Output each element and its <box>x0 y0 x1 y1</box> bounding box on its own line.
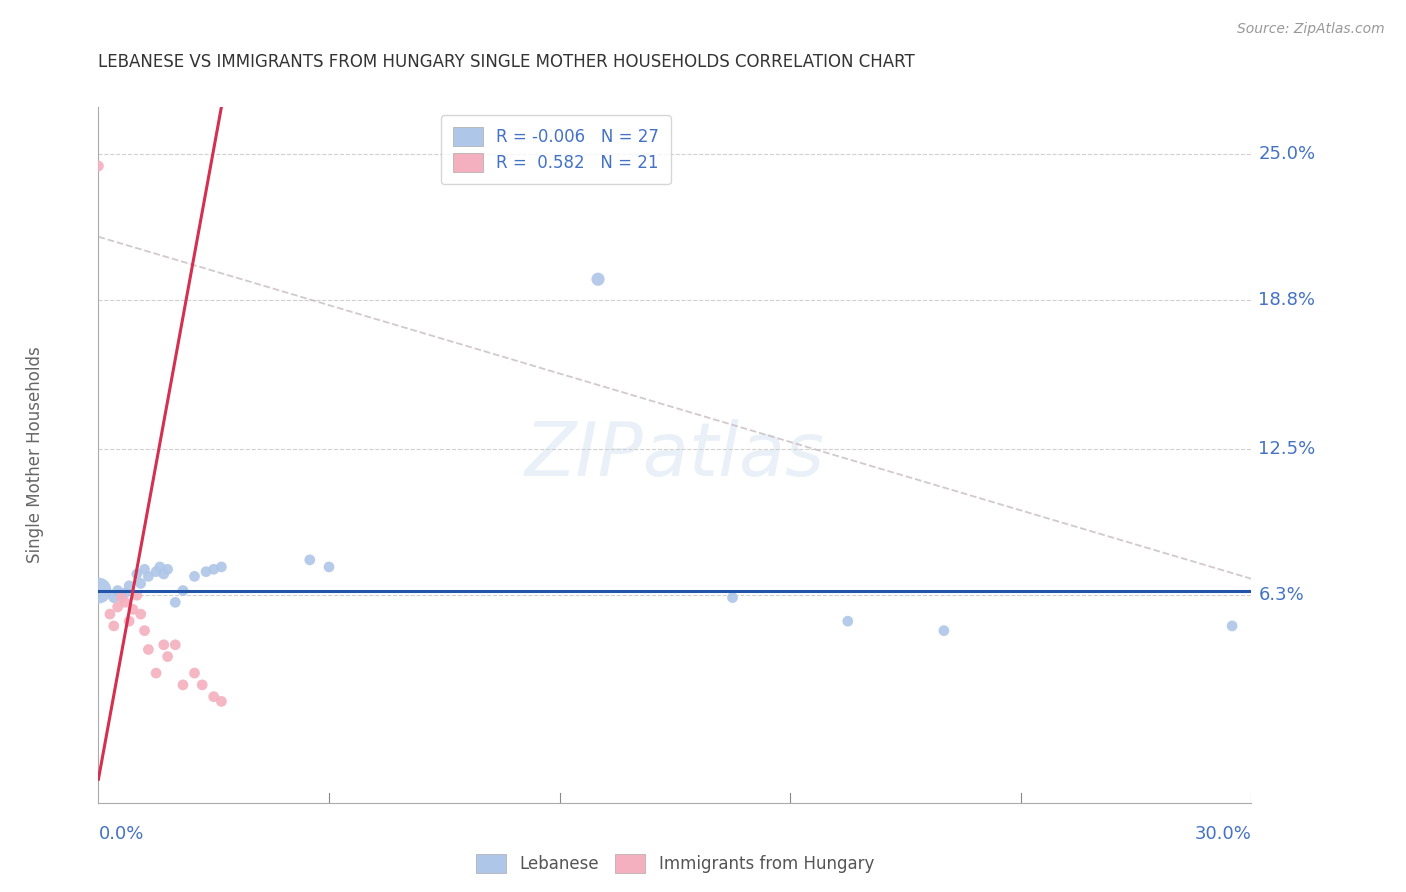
Point <box>165 595 187 609</box>
Text: Source: ZipAtlas.com: Source: ZipAtlas.com <box>1237 22 1385 37</box>
Point <box>202 690 225 704</box>
Legend: Lebanese, Immigrants from Hungary: Lebanese, Immigrants from Hungary <box>464 842 886 885</box>
Point <box>118 614 141 628</box>
Point <box>202 562 225 576</box>
Point <box>98 607 121 621</box>
Point <box>103 591 125 605</box>
Point <box>721 591 744 605</box>
Text: 0.0%: 0.0% <box>98 825 143 843</box>
Point <box>837 614 859 628</box>
Point <box>165 638 187 652</box>
Point <box>172 583 194 598</box>
Point <box>195 565 218 579</box>
Text: 12.5%: 12.5% <box>1258 440 1316 458</box>
Point <box>125 588 148 602</box>
Point <box>156 649 179 664</box>
Text: 25.0%: 25.0% <box>1258 145 1316 163</box>
Point <box>87 583 110 598</box>
Point <box>209 694 232 708</box>
Point <box>183 666 205 681</box>
Point <box>932 624 955 638</box>
Point <box>209 560 232 574</box>
Point <box>145 565 167 579</box>
Point <box>183 569 205 583</box>
Text: 18.8%: 18.8% <box>1258 292 1316 310</box>
Point <box>152 567 174 582</box>
Point <box>125 567 148 582</box>
Point <box>87 159 110 173</box>
Point <box>110 588 132 602</box>
Point <box>114 586 136 600</box>
Point <box>152 638 174 652</box>
Text: 6.3%: 6.3% <box>1258 586 1305 604</box>
Point <box>134 562 156 576</box>
Point <box>149 560 172 574</box>
Point <box>138 569 160 583</box>
Text: ZIPatlas: ZIPatlas <box>524 419 825 491</box>
Point <box>114 595 136 609</box>
Point <box>107 583 129 598</box>
Point <box>145 666 167 681</box>
Point <box>134 624 156 638</box>
Point <box>107 600 129 615</box>
Text: LEBANESE VS IMMIGRANTS FROM HUNGARY SINGLE MOTHER HOUSEHOLDS CORRELATION CHART: LEBANESE VS IMMIGRANTS FROM HUNGARY SING… <box>98 54 915 71</box>
Point <box>129 576 152 591</box>
Text: 30.0%: 30.0% <box>1195 825 1251 843</box>
Text: Single Mother Households: Single Mother Households <box>27 347 44 563</box>
Point <box>103 619 125 633</box>
Point <box>110 591 132 605</box>
Point <box>122 602 145 616</box>
Point <box>191 678 214 692</box>
Point <box>298 553 321 567</box>
Point <box>172 678 194 692</box>
Point <box>318 560 340 574</box>
Point <box>138 642 160 657</box>
Point <box>118 579 141 593</box>
Point <box>1220 619 1243 633</box>
Point <box>586 272 609 286</box>
Point <box>129 607 152 621</box>
Point <box>156 562 179 576</box>
